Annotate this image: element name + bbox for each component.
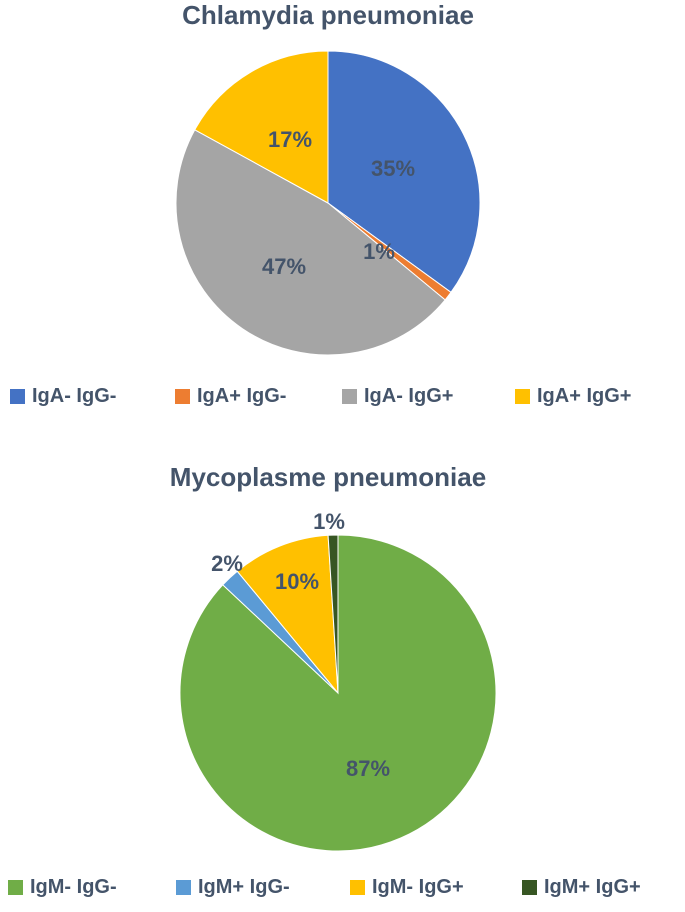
pie-mycoplasme [179,534,497,852]
legend-label-igmpos-iggpos: IgM+ IgG+ [544,876,641,898]
chart-chlamydia: Chlamydia pneumoniae 35% 1% 47% 17% IgA- Ig… [10,0,631,407]
legend-mycoplasme: IgM- IgG- IgM+ IgG- IgM- IgG+ IgM+ IgG+ [8,876,641,898]
chart-mycoplasme: Mycoplasme pneumoniae 87% 2% 10% 1% IgM- Ig… [8,462,641,898]
legend-label-igmneg-iggneg: IgM- IgG- [30,876,117,898]
legend-swatch-iganeg-iggneg [10,389,25,404]
data-labels-chlamydia: 35% 1% 47% 17% [262,127,415,279]
legend-swatch-igapos-iggneg [175,389,190,404]
data-labels-mycoplasme: 87% 2% 10% 1% [211,509,390,781]
legend-label-iganeg-iggneg: IgA- IgG- [32,385,116,407]
data-label-iganeg-iggpos: 47% [262,254,306,279]
legend-swatch-igmneg-iggneg [8,880,23,895]
legend-label-igmpos-iggneg: IgM+ IgG- [198,876,290,898]
data-label-igapos-iggneg: 1% [363,239,395,264]
data-label-iganeg-iggneg: 35% [371,156,415,181]
pie-slice-igmpos-iggpos [327,534,339,694]
pie-slice-iganeg-iggneg [327,50,481,294]
data-label-igapos-iggpos: 17% [268,127,312,152]
pie-slice-iganeg-iggpos [175,129,446,356]
chart-title-mycoplasme: Mycoplasme pneumoniae [170,462,486,492]
data-label-igmpos-iggpos: 1% [313,509,345,534]
legend-swatch-iganeg-iggpos [342,389,357,404]
pie-slice-igapos-iggpos [194,50,329,204]
legend-swatch-igmneg-iggpos [350,880,365,895]
pie-chlamydia [175,50,481,356]
chart-title-chlamydia: Chlamydia pneumoniae [182,0,474,30]
legend-label-igapos-iggpos: IgA+ IgG+ [537,385,631,407]
legend-label-igmneg-iggpos: IgM- IgG+ [372,876,464,898]
data-label-igmpos-iggneg: 2% [211,551,243,576]
legend-swatch-igmpos-iggneg [176,880,191,895]
legend-swatch-igapos-iggpos [515,389,530,404]
pie-slice-igmneg-iggpos [236,534,339,695]
legend-label-igapos-iggneg: IgA+ IgG- [197,385,286,407]
legend-label-iganeg-iggpos: IgA- IgG+ [364,385,453,407]
data-label-igmneg-iggpos: 10% [275,569,319,594]
legend-swatch-igmpos-iggpos [522,880,537,895]
legend-chlamydia: IgA- IgG- IgA+ IgG- IgA- IgG+ IgA+ IgG+ [10,385,631,407]
data-label-igmneg-iggneg: 87% [346,756,390,781]
